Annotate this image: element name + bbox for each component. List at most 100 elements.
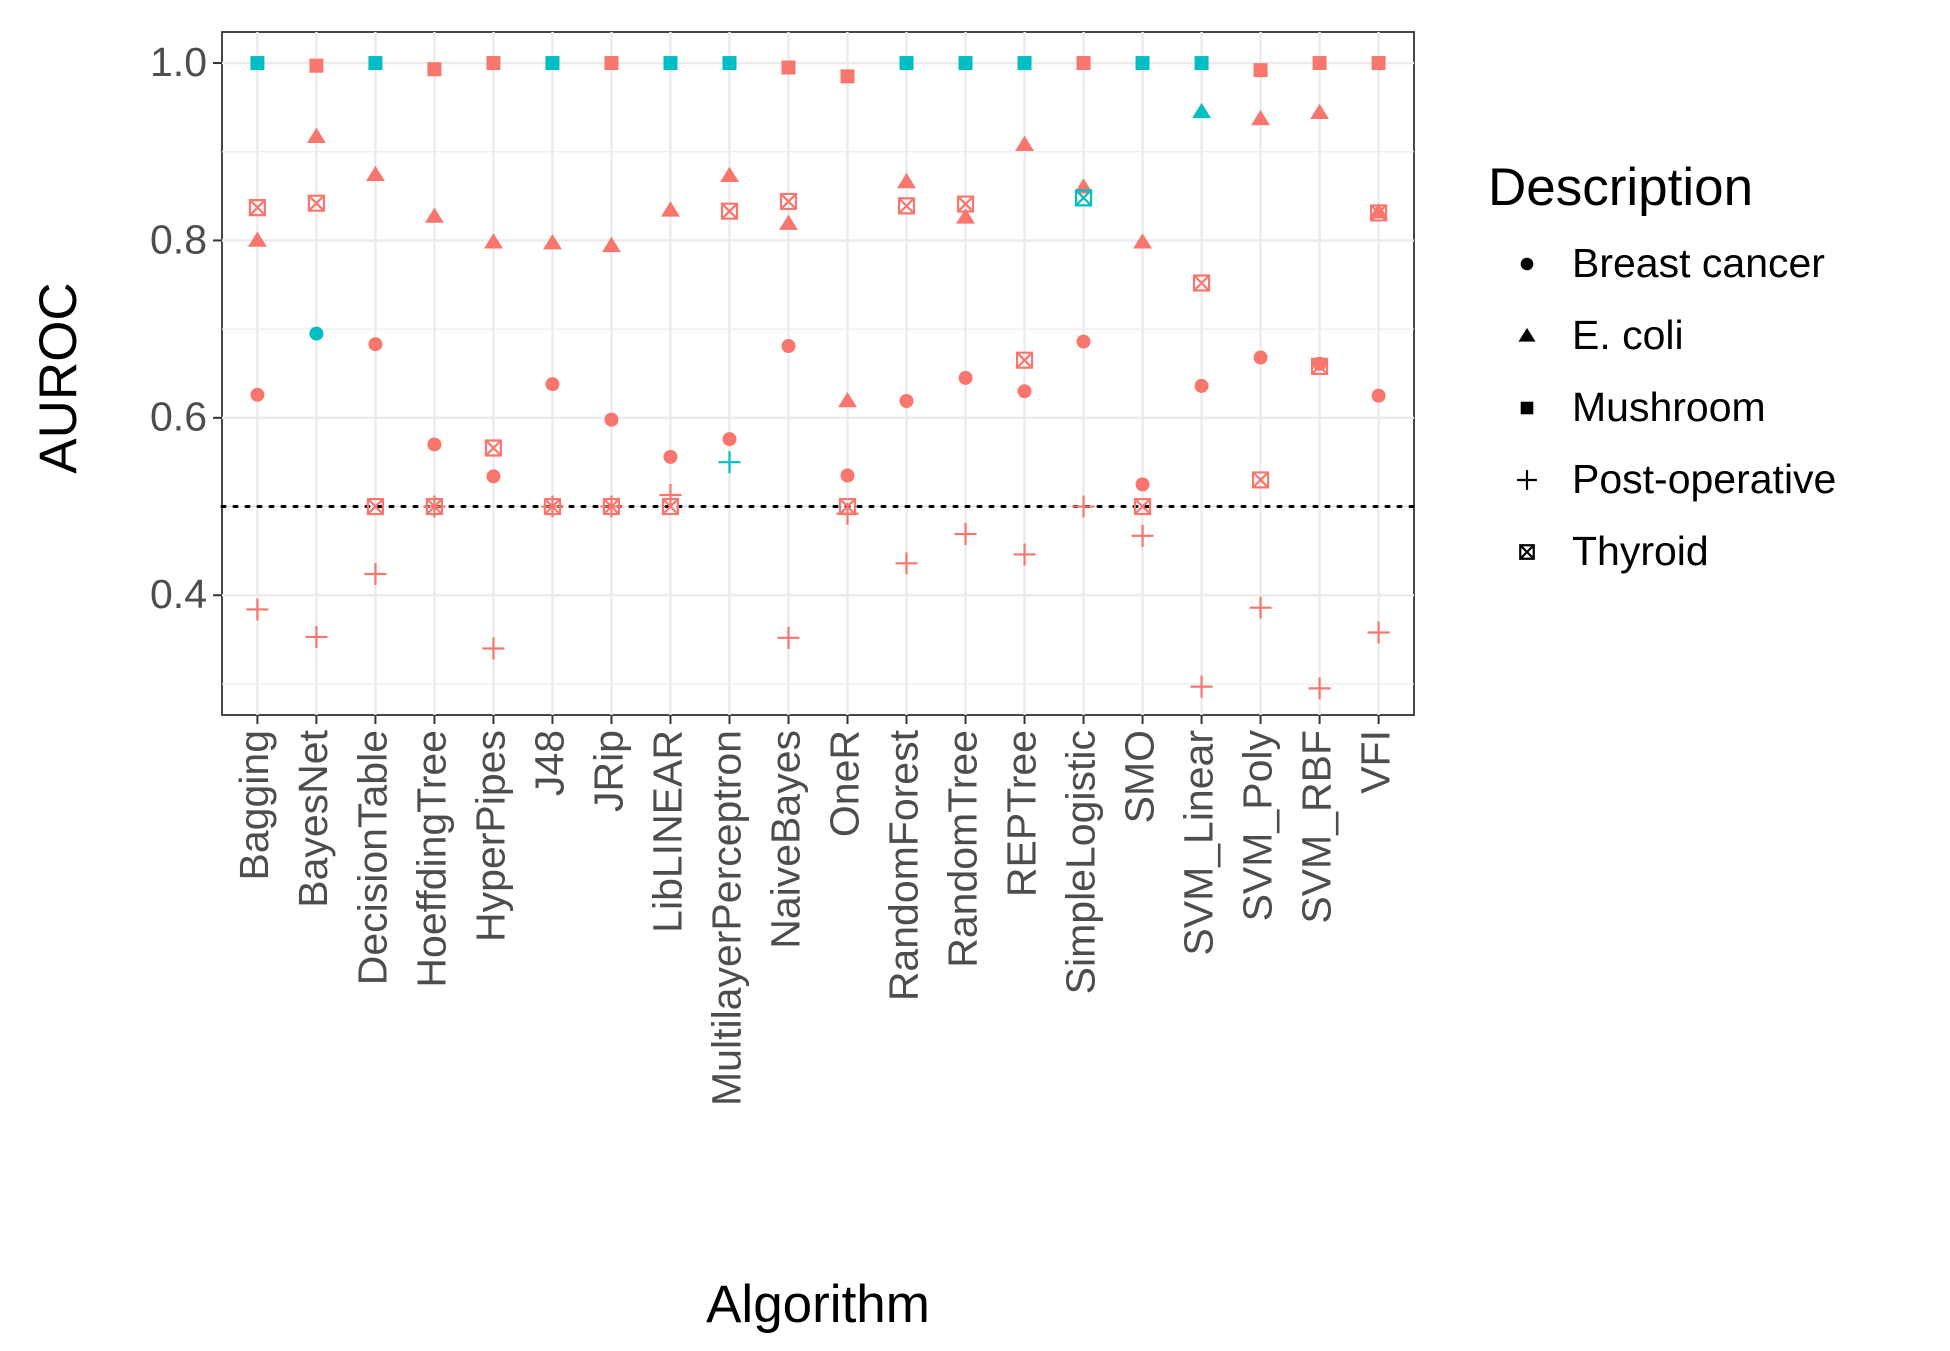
data-point-triangle bbox=[1133, 233, 1153, 249]
data-point-boxx bbox=[602, 497, 621, 516]
data-point-boxx bbox=[543, 497, 562, 516]
data-point-plus bbox=[305, 625, 328, 648]
data-point-plus bbox=[1249, 596, 1272, 619]
data-point-boxx bbox=[720, 202, 739, 220]
data-point-boxx bbox=[956, 195, 975, 213]
data-point-triangle bbox=[543, 234, 562, 250]
data-point-plus bbox=[895, 552, 918, 575]
data-point-boxx bbox=[838, 497, 857, 516]
y-axis: 0.4 0.6 0.8 1.0 bbox=[150, 39, 222, 617]
y-tick-label: 0.8 bbox=[150, 216, 207, 262]
data-point-square bbox=[1194, 56, 1209, 71]
data-point-circle bbox=[1371, 388, 1386, 403]
data-point-circle bbox=[663, 449, 678, 464]
x-tick-label: JRip bbox=[585, 730, 631, 812]
data-point-plus bbox=[1013, 543, 1036, 566]
plot-panel bbox=[221, 31, 1415, 716]
data-point-plus bbox=[659, 484, 682, 507]
data-point-triangle bbox=[956, 208, 975, 224]
data-point-boxx bbox=[1310, 357, 1329, 376]
x-tick-label: SMO bbox=[1116, 730, 1162, 823]
data-point-square bbox=[427, 62, 442, 77]
x-tick-label: HyperPipes bbox=[467, 730, 513, 942]
data-point-circle bbox=[545, 377, 560, 392]
data-point-boxx bbox=[1369, 204, 1388, 222]
data-point-triangle bbox=[661, 201, 680, 217]
data-point-square bbox=[1135, 56, 1150, 71]
data-point-circle bbox=[722, 432, 737, 447]
data-point-plus bbox=[1190, 675, 1213, 698]
data-point-square bbox=[368, 56, 383, 71]
data-point-boxx bbox=[366, 497, 385, 516]
x-axis: Bagging BayesNet DecisionTable HoeffdingTre… bbox=[231, 715, 1398, 1106]
data-point-plus bbox=[364, 562, 387, 585]
data-point-boxx bbox=[1192, 274, 1211, 292]
data-point-square bbox=[1076, 56, 1091, 71]
data-point-circle bbox=[1312, 356, 1327, 371]
data-point-plus bbox=[1131, 524, 1154, 547]
data-point-triangle bbox=[1251, 109, 1271, 126]
x-tick-label: DecisionTable bbox=[349, 730, 395, 985]
data-point-triangle bbox=[247, 231, 267, 247]
x-tick-label: RandomForest bbox=[880, 729, 926, 1001]
data-point-triangle bbox=[1310, 103, 1330, 120]
data-point-boxx bbox=[248, 199, 267, 217]
legend-label: E. coli bbox=[1572, 312, 1684, 358]
x-tick-label: SVM_Linear bbox=[1175, 730, 1221, 956]
x-tick-label: SVM_RBF bbox=[1293, 730, 1339, 924]
data-point-plus bbox=[777, 626, 800, 649]
data-point-triangle bbox=[365, 165, 385, 182]
data-point-plus bbox=[1072, 495, 1095, 518]
data-point-square bbox=[899, 56, 914, 71]
grid bbox=[222, 32, 1414, 715]
data-point-square bbox=[958, 56, 973, 71]
data-point-circle bbox=[1194, 378, 1209, 393]
legend-label: Post-operative bbox=[1572, 456, 1836, 502]
data-point-circle bbox=[368, 337, 383, 352]
data-point-square bbox=[722, 56, 737, 71]
data-point-boxx bbox=[425, 497, 444, 516]
data-point-plus bbox=[718, 451, 741, 474]
legend-label: Breast cancer bbox=[1572, 240, 1825, 286]
x-axis-title: Algorithm bbox=[706, 1275, 930, 1334]
x-tick-label: SimpleLogistic bbox=[1057, 730, 1103, 994]
data-point-square bbox=[486, 56, 501, 71]
data-point-triangle bbox=[838, 391, 857, 408]
data-point-triangle bbox=[720, 166, 739, 182]
legend-key-plus bbox=[1517, 470, 1537, 490]
data-point-circle bbox=[840, 468, 855, 483]
data-point-square bbox=[1253, 63, 1268, 78]
legend-label: Mushroom bbox=[1572, 384, 1766, 430]
data-point-circle bbox=[604, 412, 619, 427]
data-point-boxx bbox=[307, 194, 326, 212]
data-point-square bbox=[1017, 56, 1032, 71]
data-point-triangle bbox=[483, 233, 503, 249]
data-point-circle bbox=[1017, 384, 1032, 399]
data-point-plus bbox=[246, 598, 269, 621]
x-tick-label: BayesNet bbox=[290, 729, 336, 907]
data-point-boxx bbox=[1251, 471, 1270, 489]
x-tick-label: RandomTree bbox=[939, 730, 985, 968]
legend-key-circle bbox=[1520, 257, 1534, 271]
data-point-circle bbox=[781, 339, 796, 354]
y-tick-label: 1.0 bbox=[150, 39, 207, 85]
x-tick-label: LibLINEAR bbox=[644, 730, 690, 933]
data-point-square bbox=[840, 69, 855, 84]
data-point-circle bbox=[1076, 334, 1091, 349]
y-tick-label: 0.6 bbox=[150, 394, 207, 440]
data-point-triangle bbox=[1192, 102, 1212, 119]
data-point-circle bbox=[427, 437, 442, 452]
data-point-boxx bbox=[661, 497, 680, 516]
data-point-triangle bbox=[897, 172, 916, 189]
data-point-boxx bbox=[1133, 497, 1152, 516]
data-point-triangle bbox=[424, 207, 444, 223]
data-point-boxx bbox=[1015, 351, 1034, 369]
data-point-square bbox=[1371, 56, 1386, 71]
x-tick-label: OneR bbox=[821, 730, 867, 837]
x-tick-label: MultilayerPerceptron bbox=[703, 730, 749, 1106]
y-tick-label: 0.4 bbox=[150, 571, 207, 617]
data-point-circle bbox=[250, 387, 265, 402]
legend-key-boxx bbox=[1519, 544, 1535, 560]
data-point-circle bbox=[958, 370, 973, 385]
data-point-circle bbox=[1253, 350, 1268, 365]
